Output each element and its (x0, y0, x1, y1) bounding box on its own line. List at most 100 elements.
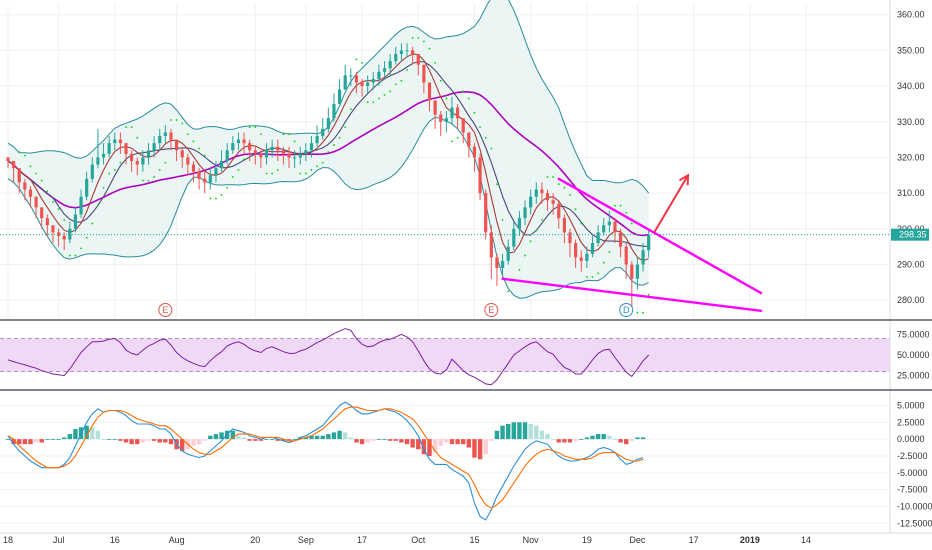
candle-body (512, 228, 516, 247)
psar-dot (411, 36, 414, 39)
candle-body (461, 118, 465, 133)
macd-tick-label: 0.0000 (897, 434, 925, 444)
candle-body (540, 189, 544, 194)
rsi-axis[interactable]: 75.0000 50.0000 25.0000 (889, 318, 930, 388)
ma-mid (7, 60, 649, 248)
candle-body (382, 68, 387, 72)
macd-hist-bar (618, 439, 623, 443)
macd-hist-bar (56, 439, 61, 440)
psar-dot (209, 197, 212, 200)
macd-hist-bar (219, 432, 224, 440)
psar-dot (23, 154, 26, 157)
psar-dot (501, 218, 504, 221)
macd-hist-bar (298, 437, 303, 440)
candle-body (343, 75, 347, 90)
time-axis[interactable]: 18 Jul 16 Aug 20 Sep 17 Oct 15 Nov 19 Dec 17 2019 14 (0, 532, 932, 545)
event-marker[interactable] (619, 303, 634, 317)
macd-hist-bar (416, 439, 421, 450)
trendline[interactable] (557, 177, 763, 295)
macd-hist-bar (489, 439, 494, 441)
price-tick-label: 320.00 (897, 152, 925, 162)
candle-body (73, 214, 78, 229)
macd-hist-bar (180, 439, 185, 451)
candle-body (141, 157, 145, 165)
candle-body (124, 143, 128, 154)
psar-dot (18, 151, 21, 153)
drawings[interactable] (501, 173, 763, 313)
psar-dot (147, 179, 150, 182)
macd-hist-bar (196, 439, 202, 445)
macd-hist-bar (343, 432, 348, 440)
candle-body (523, 207, 527, 219)
psar-dot (288, 133, 290, 136)
psar-dot (496, 183, 498, 186)
macd-hist-bar (376, 439, 382, 440)
macd-hist-bar (359, 439, 365, 445)
macd-hist-bar (11, 439, 16, 445)
psar-dot (557, 183, 560, 186)
candle-body (28, 189, 33, 197)
signal-line (7, 406, 644, 509)
psar-dot (265, 172, 268, 175)
candle-body (62, 235, 66, 240)
candle-body (545, 193, 550, 201)
time-tick-label: 19 (582, 535, 592, 545)
candle-body (416, 53, 420, 65)
macd-hist-bar (584, 437, 590, 440)
psar-dot (153, 176, 156, 178)
psar-dot (74, 254, 77, 257)
candle-body (500, 260, 505, 269)
candle-body (45, 218, 49, 226)
macd-hist-bar (163, 439, 168, 443)
macd-panel[interactable]: 5.0000 2.5000 0.0000 -2.5000 -5.0000 -7.5000 -… (0, 388, 932, 534)
macd-hist-bar (286, 439, 292, 441)
candle-body (231, 143, 235, 151)
trendline[interactable] (501, 277, 763, 313)
candle-body (51, 225, 55, 233)
candle-body (225, 150, 229, 161)
psar-dot (383, 94, 386, 96)
time-tick-label: 15 (469, 535, 479, 545)
candle-body (214, 168, 218, 176)
rsi-panel[interactable]: 75.0000 50.0000 25.0000 (0, 318, 930, 388)
arrow-shaft[interactable] (653, 174, 689, 233)
candle-body (152, 143, 156, 151)
price-tick-label: 280.00 (897, 295, 925, 305)
macd-axis[interactable]: 5.0000 2.5000 0.0000 -2.5000 -5.0000 -7.5000 -… (889, 388, 932, 534)
candle-body (163, 132, 167, 137)
psar-dot (361, 61, 363, 64)
last-price-tag[interactable] (891, 228, 929, 241)
candle-body (34, 196, 38, 208)
candle-body (613, 221, 617, 233)
candle-body (17, 168, 21, 183)
price-axis[interactable]: 360.00350.00340.00330.00320.00310.00300.… (0, 0, 929, 318)
event-label: D (623, 305, 630, 315)
candle-body (236, 139, 241, 144)
macd-hist-bar (62, 437, 67, 440)
event-marker[interactable] (158, 303, 173, 317)
macd-hist-bar (247, 439, 252, 441)
macd-hist-bar (477, 439, 483, 460)
arrow-head[interactable] (678, 173, 690, 186)
candle-body (270, 146, 274, 151)
psar-dot (372, 101, 375, 104)
pane-separators[interactable] (0, 319, 932, 391)
ma-slow (7, 90, 649, 237)
psar-dot (535, 229, 538, 232)
psar-dot (585, 276, 588, 278)
time-tick-label: 2019 (740, 535, 760, 545)
candle-body (253, 150, 257, 154)
candle-body (315, 136, 319, 144)
event-marker[interactable] (484, 303, 499, 317)
macd-hist-bar (326, 434, 331, 440)
candle-body (276, 146, 280, 151)
candle-body (337, 89, 342, 104)
candle-body (602, 225, 606, 233)
macd-hist-bar (140, 439, 146, 443)
macd-lines (7, 401, 644, 521)
time-tick-label: Nov (523, 535, 540, 545)
psar-dot (338, 136, 341, 139)
